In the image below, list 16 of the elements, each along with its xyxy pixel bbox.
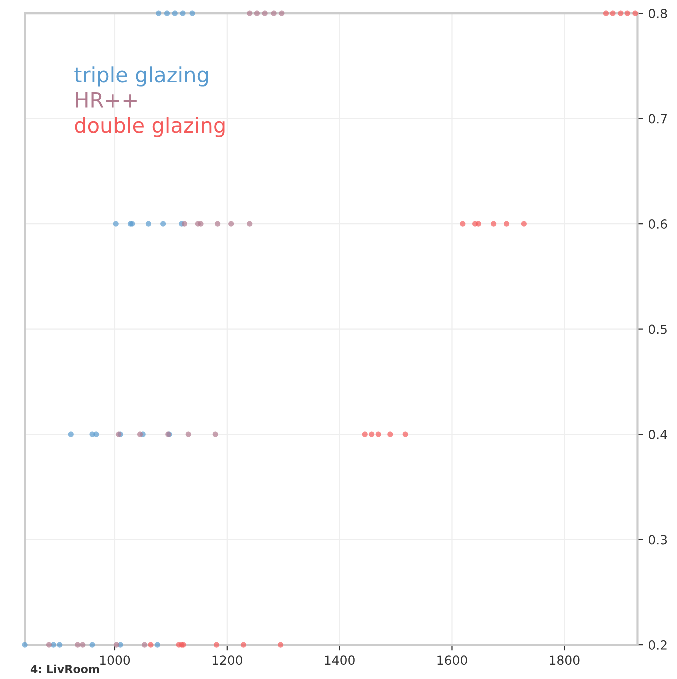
- y-tick-label: 0.7: [648, 114, 667, 124]
- y-tick-label: 0.5: [648, 324, 667, 334]
- text: HR++: [76, 92, 137, 108]
- y-tick-label: 0.3: [648, 535, 668, 545]
- x-tick-label: 1000: [100, 656, 130, 666]
- x-tick-label: 1200: [212, 656, 242, 666]
- y-tick-label: 0.6: [648, 220, 668, 229]
- x-tick-label: 1400: [325, 656, 355, 666]
- text: 4: LivRoom: [30, 664, 100, 674]
- y-tick-label: 0.4: [648, 430, 668, 440]
- x-tick-label: 1600: [438, 656, 468, 666]
- text: triple glazing: [74, 66, 208, 87]
- y-tick-label: 0.8: [648, 9, 668, 19]
- text: double glazing: [75, 117, 225, 138]
- x-tick-label: 1800: [550, 656, 580, 666]
- y-tick-label: 0.2: [648, 640, 667, 650]
